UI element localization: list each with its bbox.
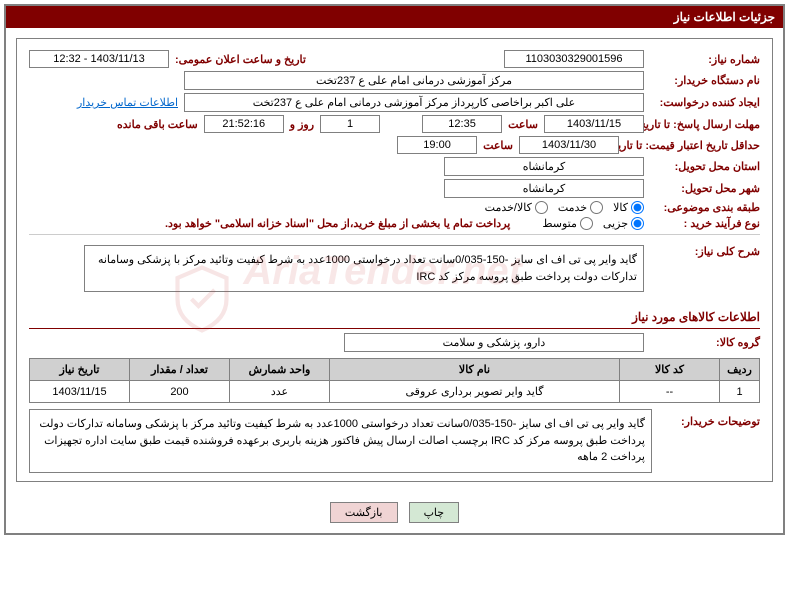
validity-date-field: 1403/11/30 xyxy=(519,136,619,154)
buyer-notes-box: گاید وایر پی تی اف ای سایز -150-0/035سان… xyxy=(29,409,652,473)
th-date: تاریخ نیاز xyxy=(30,359,130,381)
city-label: شهر محل تحویل: xyxy=(650,182,760,195)
category-radio-group: کالا خدمت کالا/خدمت xyxy=(485,201,644,214)
radio-small-input[interactable] xyxy=(631,217,644,230)
row-requester: ایجاد کننده درخواست: علی اکبر براخاصی کا… xyxy=(29,93,760,112)
purchase-type-label: نوع فرآیند خرید : xyxy=(650,217,760,230)
radio-service-input[interactable] xyxy=(590,201,603,214)
buyer-org-field: مرکز آموزشی درمانی امام علی ع 237تخت xyxy=(184,71,644,90)
general-desc-label: شرح کلی نیاز: xyxy=(650,239,760,258)
deadline-time-field: 12:35 xyxy=(422,115,502,133)
hour-label-1: ساعت xyxy=(508,118,538,131)
days-remain-field: 1 xyxy=(320,115,380,133)
print-button[interactable]: چاپ xyxy=(409,502,460,523)
row-goods-group: گروه کالا: دارو، پزشکی و سلامت xyxy=(29,333,760,352)
details-panel: AriaTender.net شماره نیاز: 1103030329001… xyxy=(16,38,773,482)
row-province: استان محل تحویل: کرمانشاه xyxy=(29,157,760,176)
requester-label: ایجاد کننده درخواست: xyxy=(650,96,760,109)
time-remain-field: 21:52:16 xyxy=(204,115,284,133)
hour-label-2: ساعت xyxy=(483,139,513,152)
deadline-date-field: 1403/11/15 xyxy=(544,115,644,133)
row-category: طبقه بندی موضوعی: کالا خدمت کالا/خدمت xyxy=(29,201,760,214)
th-code: کد کالا xyxy=(620,359,720,381)
announce-datetime-field: 1403/11/13 - 12:32 xyxy=(29,50,169,68)
radio-medium-input[interactable] xyxy=(580,217,593,230)
radio-goods-service[interactable]: کالا/خدمت xyxy=(485,201,548,214)
main-panel: جزئیات اطلاعات نیاز AriaTender.net شماره… xyxy=(4,4,785,535)
goods-group-field: دارو، پزشکی و سلامت xyxy=(344,333,644,352)
days-word: روز و xyxy=(290,118,314,131)
back-button[interactable]: بازگشت xyxy=(330,502,398,523)
cell-code: -- xyxy=(620,381,720,403)
remain-suffix: ساعت باقی مانده xyxy=(117,118,198,131)
cell-idx: 1 xyxy=(720,381,760,403)
separator-1 xyxy=(29,234,760,235)
goods-group-label: گروه کالا: xyxy=(650,336,760,349)
cell-unit: عدد xyxy=(230,381,330,403)
buyer-org-label: نام دستگاه خریدار: xyxy=(650,74,760,87)
requester-field: علی اکبر براخاصی کارپرداز مرکز آموزشی در… xyxy=(184,93,644,112)
radio-goods-input[interactable] xyxy=(631,201,644,214)
announce-datetime-label: تاریخ و ساعت اعلان عمومی: xyxy=(175,53,306,66)
need-number-label: شماره نیاز: xyxy=(650,53,760,66)
deadline-label: مهلت ارسال پاسخ: تا تاریخ: xyxy=(650,118,760,131)
row-city: شهر محل تحویل: کرمانشاه xyxy=(29,179,760,198)
row-general-desc: شرح کلی نیاز: گاید وایر پی تی اف ای سایز… xyxy=(29,239,760,298)
row-validity: حداقل تاریخ اعتبار قیمت: تا تاریخ: 1403/… xyxy=(29,136,760,154)
cell-qty: 200 xyxy=(130,381,230,403)
radio-goods[interactable]: کالا xyxy=(613,201,644,214)
province-field: کرمانشاه xyxy=(444,157,644,176)
radio-goods-service-input[interactable] xyxy=(535,201,548,214)
row-need-number: شماره نیاز: 1103030329001596 تاریخ و ساع… xyxy=(29,50,760,68)
purchase-radio-group: جزیی متوسط xyxy=(542,217,644,230)
city-field: کرمانشاه xyxy=(444,179,644,198)
buyer-notes-label: توضیحات خریدار: xyxy=(660,409,760,428)
buyer-contact-link[interactable]: اطلاعات تماس خریدار xyxy=(77,96,178,109)
radio-service[interactable]: خدمت xyxy=(558,201,603,214)
th-unit: واحد شمارش xyxy=(230,359,330,381)
cell-date: 1403/11/15 xyxy=(30,381,130,403)
table-row: 1 -- گاید وایر تصویر برداری عروقی عدد 20… xyxy=(30,381,760,403)
general-desc-box: گاید وایر پی تی اف ای سایز -150-0/035سان… xyxy=(84,245,644,292)
province-label: استان محل تحویل: xyxy=(650,160,760,173)
need-number-field: 1103030329001596 xyxy=(504,50,644,68)
items-section-title: اطلاعات کالاهای مورد نیاز xyxy=(29,306,760,329)
category-label: طبقه بندی موضوعی: xyxy=(650,201,760,214)
cell-name: گاید وایر تصویر برداری عروقی xyxy=(330,381,620,403)
radio-small[interactable]: جزیی xyxy=(603,217,644,230)
validity-time-field: 19:00 xyxy=(397,136,477,154)
row-purchase-type: نوع فرآیند خرید : جزیی متوسط پرداخت تمام… xyxy=(29,217,760,230)
footer-buttons: چاپ بازگشت xyxy=(6,492,783,533)
radio-medium[interactable]: متوسط xyxy=(542,217,593,230)
items-table-header-row: ردیف کد کالا نام کالا واحد شمارش تعداد /… xyxy=(30,359,760,381)
purchase-note: پرداخت تمام یا بخشی از مبلغ خرید،از محل … xyxy=(165,217,510,230)
row-buyer-org: نام دستگاه خریدار: مرکز آموزشی درمانی ام… xyxy=(29,71,760,90)
th-name: نام کالا xyxy=(330,359,620,381)
row-deadline: مهلت ارسال پاسخ: تا تاریخ: 1403/11/15 سا… xyxy=(29,115,760,133)
items-table: ردیف کد کالا نام کالا واحد شمارش تعداد /… xyxy=(29,358,760,403)
row-buyer-notes: توضیحات خریدار: گاید وایر پی تی اف ای سا… xyxy=(29,409,760,473)
th-qty: تعداد / مقدار xyxy=(130,359,230,381)
validity-label: حداقل تاریخ اعتبار قیمت: تا تاریخ: xyxy=(625,139,760,152)
panel-title: جزئیات اطلاعات نیاز xyxy=(6,6,783,28)
th-idx: ردیف xyxy=(720,359,760,381)
